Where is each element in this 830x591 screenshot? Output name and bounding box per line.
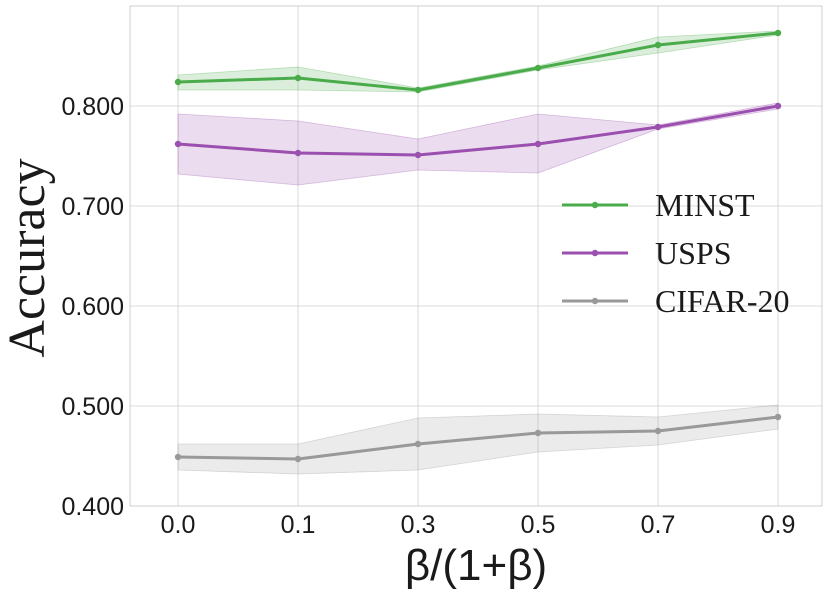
x-tick-label: 0.7 <box>641 511 676 539</box>
confidence-band <box>177 102 779 186</box>
y-tick-label: 0.700 <box>61 193 124 221</box>
series-line <box>176 31 780 92</box>
data-point <box>294 455 302 463</box>
y-tick-label: 0.400 <box>61 493 124 521</box>
data-point <box>654 123 662 131</box>
data-point <box>414 151 422 159</box>
legend: MINST USPS CIFAR-20 <box>562 187 790 319</box>
data-point <box>534 429 542 437</box>
y-tick-label: 0.600 <box>61 293 124 321</box>
y-tick-label: 0.800 <box>61 93 124 121</box>
legend-marker <box>591 249 599 257</box>
x-tick-label: 0.9 <box>761 511 796 539</box>
x-axis-title: β/(1+β) <box>405 541 547 590</box>
y-tick-label: 0.500 <box>61 393 124 421</box>
data-point <box>174 78 182 86</box>
legend-label: CIFAR-20 <box>655 283 790 319</box>
data-point <box>294 74 302 82</box>
legend-marker <box>591 297 599 305</box>
confidence-band <box>177 30 779 93</box>
y-axis-title: Accuracy <box>0 158 56 357</box>
data-point <box>534 64 542 72</box>
data-point <box>654 427 662 435</box>
data-point <box>654 41 662 49</box>
data-point <box>774 413 782 421</box>
x-tick-label: 0.5 <box>521 511 556 539</box>
data-point <box>294 149 302 157</box>
x-tick-label: 0.3 <box>401 511 436 539</box>
data-point <box>174 453 182 461</box>
data-point <box>774 29 782 37</box>
data-point <box>774 102 782 110</box>
tick-labels: 0.0 0.1 0.3 0.5 0.7 0.9 0.400 0.500 0.600 0.700 0.… <box>61 93 795 539</box>
series-line <box>176 104 780 157</box>
data-point <box>174 140 182 148</box>
legend-marker <box>591 201 599 209</box>
legend-label: USPS <box>655 235 732 271</box>
data-point <box>414 86 422 94</box>
series-line <box>176 415 780 461</box>
x-tick-label: 0.1 <box>281 511 316 539</box>
x-tick-label: 0.0 <box>161 511 196 539</box>
data-point <box>534 140 542 148</box>
plot-frame <box>129 5 823 507</box>
legend-label: MINST <box>655 187 755 223</box>
series-lines <box>174 29 782 463</box>
data-point <box>414 440 422 448</box>
